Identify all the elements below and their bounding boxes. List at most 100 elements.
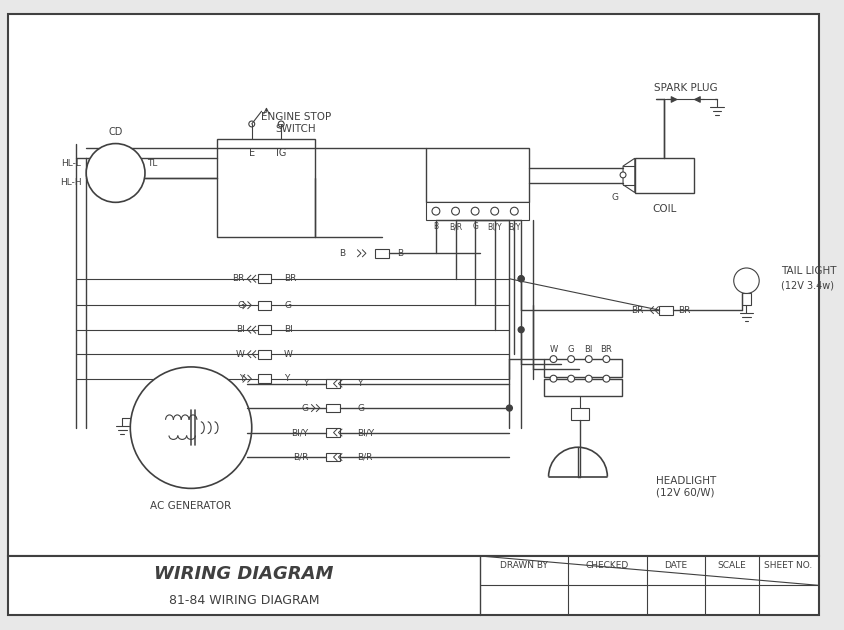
- Text: BI/Y: BI/Y: [291, 428, 309, 437]
- Text: (12V 3.4w): (12V 3.4w): [781, 280, 834, 290]
- Text: Y: Y: [240, 374, 245, 383]
- Text: B: B: [433, 222, 439, 231]
- Text: Y: Y: [303, 379, 309, 388]
- Circle shape: [620, 172, 626, 178]
- Text: SPARK PLUG: SPARK PLUG: [654, 83, 717, 93]
- Text: BI: BI: [585, 345, 593, 354]
- Text: E: E: [249, 148, 255, 158]
- Bar: [327, 452, 340, 461]
- Text: BR: BR: [631, 306, 644, 314]
- Text: BI/Y: BI/Y: [487, 222, 502, 231]
- Circle shape: [432, 207, 440, 215]
- Text: SWITCH: SWITCH: [275, 124, 316, 134]
- Circle shape: [550, 356, 557, 362]
- Circle shape: [568, 356, 575, 362]
- Circle shape: [452, 207, 459, 215]
- Bar: [659, 306, 673, 314]
- Text: HL-L: HL-L: [62, 159, 81, 168]
- Circle shape: [197, 394, 203, 400]
- Bar: [635, 158, 694, 193]
- Circle shape: [197, 450, 203, 456]
- Text: B: B: [338, 249, 345, 258]
- Circle shape: [130, 367, 252, 488]
- Circle shape: [197, 369, 203, 375]
- Bar: [426, 202, 529, 220]
- Text: CD: CD: [108, 127, 122, 137]
- Text: SCALE: SCALE: [717, 561, 746, 570]
- Circle shape: [550, 375, 557, 382]
- Circle shape: [86, 144, 145, 202]
- Bar: [257, 374, 272, 383]
- Bar: [327, 379, 340, 388]
- Text: SHEET NO.: SHEET NO.: [765, 561, 813, 570]
- Text: Y: Y: [284, 374, 289, 383]
- Text: BI/Y: BI/Y: [358, 428, 375, 437]
- Circle shape: [106, 178, 111, 183]
- Text: BR: BR: [233, 274, 245, 284]
- Text: B/R: B/R: [449, 222, 462, 231]
- Bar: [8, 14, 819, 556]
- Text: HEADLIGHT
(12V 60/W): HEADLIGHT (12V 60/W): [657, 476, 717, 497]
- Text: TL: TL: [147, 159, 157, 168]
- Text: W: W: [549, 345, 558, 354]
- Bar: [544, 359, 622, 377]
- Text: B/R: B/R: [293, 452, 309, 462]
- Text: G: G: [238, 301, 245, 310]
- Circle shape: [249, 121, 255, 127]
- Circle shape: [106, 163, 111, 168]
- Bar: [257, 301, 272, 309]
- Text: WIRING DIAGRAM: WIRING DIAGRAM: [154, 564, 333, 583]
- Text: B/Y: B/Y: [508, 222, 521, 231]
- Bar: [257, 325, 272, 334]
- Bar: [8, 556, 819, 615]
- Text: G: G: [568, 345, 575, 354]
- Text: AC GENERATOR: AC GENERATOR: [150, 501, 231, 511]
- Text: TAIL LIGHT: TAIL LIGHT: [781, 266, 836, 276]
- Bar: [571, 408, 589, 420]
- Text: G: G: [358, 404, 365, 413]
- Circle shape: [511, 207, 518, 215]
- Text: G: G: [284, 301, 291, 310]
- Text: W: W: [236, 350, 245, 358]
- Text: G: G: [472, 222, 478, 231]
- Circle shape: [197, 481, 203, 486]
- Text: B: B: [397, 249, 403, 258]
- Circle shape: [279, 121, 284, 127]
- Bar: [218, 139, 316, 237]
- Bar: [426, 149, 529, 202]
- Text: COIL: COIL: [652, 204, 676, 214]
- Circle shape: [603, 356, 610, 362]
- Circle shape: [518, 276, 524, 282]
- Bar: [376, 249, 389, 258]
- Text: IG: IG: [276, 148, 286, 158]
- Text: W: W: [284, 350, 293, 358]
- Bar: [742, 294, 751, 305]
- Text: B/R: B/R: [358, 452, 373, 462]
- Text: HL-H: HL-H: [60, 178, 81, 187]
- Circle shape: [506, 405, 512, 411]
- Text: BR: BR: [284, 274, 296, 284]
- Bar: [327, 404, 340, 413]
- Circle shape: [518, 276, 524, 282]
- Text: BI: BI: [284, 325, 293, 334]
- Text: BR: BR: [678, 306, 690, 314]
- Bar: [257, 350, 272, 358]
- Circle shape: [121, 163, 126, 168]
- Bar: [257, 274, 272, 283]
- Polygon shape: [623, 158, 635, 193]
- Text: BI: BI: [236, 325, 245, 334]
- Text: Y: Y: [358, 379, 363, 388]
- Text: DRAWN BY: DRAWN BY: [500, 561, 548, 570]
- Circle shape: [471, 207, 479, 215]
- Circle shape: [518, 327, 524, 333]
- Text: CHECKED: CHECKED: [586, 561, 629, 570]
- Circle shape: [586, 375, 592, 382]
- Bar: [327, 428, 340, 437]
- Text: 81-84 WIRING DIAGRAM: 81-84 WIRING DIAGRAM: [169, 593, 319, 607]
- Circle shape: [603, 375, 610, 382]
- Circle shape: [733, 268, 760, 294]
- Bar: [544, 379, 622, 396]
- Text: DATE: DATE: [664, 561, 688, 570]
- Text: G: G: [612, 193, 619, 202]
- Text: BR: BR: [601, 345, 612, 354]
